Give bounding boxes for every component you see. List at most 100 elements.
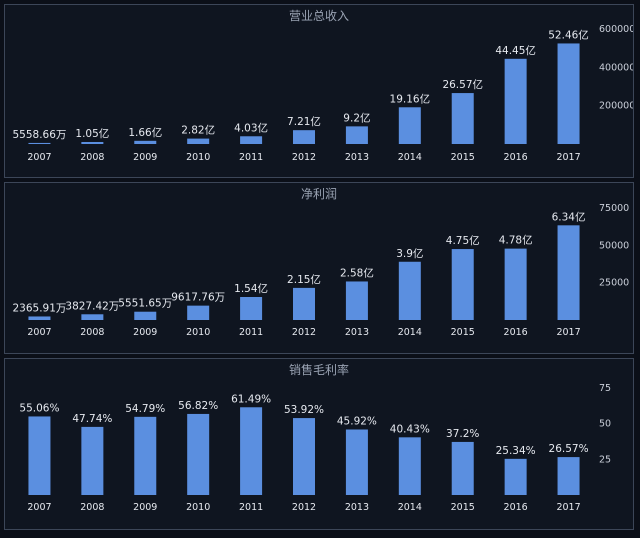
net-profit-bar-2013 [345,281,368,320]
net-profit-bar-2010 [187,305,210,320]
net-profit-x-tick-2015: 2015 [451,327,475,338]
revenue-bar-2009 [134,140,157,144]
revenue-value-label-2008: 1.05亿 [75,127,109,140]
revenue-bar-2012 [293,130,315,144]
net-profit-x-tick-2011: 2011 [239,327,263,338]
net-profit-bar-2008 [81,314,104,320]
net-profit-bar-2009 [134,311,157,320]
revenue-chart: 营业总收入 5558.66万 2007 1.05亿 2008 1.66亿 2009 2.82亿… [12,9,633,163]
gross-margin-value-label-2007: 55.06% [19,402,59,414]
gross-margin-x-tick-2013: 2013 [345,502,369,513]
revenue-panel: 营业总收入 5558.66万 2007 1.05亿 2008 1.66亿 2009 2.82亿… [4,4,634,178]
gross-margin-bar-2016 [504,458,527,495]
revenue-x-tick-2014: 2014 [398,152,422,163]
net-profit-x-tick-2009: 2009 [133,327,157,338]
revenue-bar-2014 [398,107,421,144]
revenue-x-tick-2016: 2016 [504,152,528,163]
gross-margin-value-label-2009: 54.79% [125,403,165,415]
gross-margin-x-tick-2009: 2009 [133,502,157,513]
net-profit-x-tick-2017: 2017 [556,327,580,338]
revenue-x-tick-2012: 2012 [292,152,316,163]
revenue-value-label-2017: 52.46亿 [548,28,589,41]
gross-margin-value-label-2012: 53.92% [284,404,324,416]
revenue-bar-2015 [451,93,474,144]
gross-margin-y-tick-25: 25 [599,454,611,465]
net-profit-value-label-2009: 5551.65万 [118,298,172,310]
revenue-value-label-2011: 4.03亿 [234,121,268,134]
revenue-bar-2008 [81,141,104,144]
revenue-value-label-2012: 7.21亿 [287,115,321,128]
gross-margin-value-label-2014: 40.43% [390,423,430,435]
net-profit-bar-2012 [293,287,315,320]
gross-margin-bar-2012 [293,418,315,495]
gross-margin-bar-2015 [451,441,474,495]
revenue-x-tick-2009: 2009 [133,152,157,163]
gross-margin-x-tick-2015: 2015 [451,502,475,513]
revenue-x-tick-2010: 2010 [186,152,210,163]
net-profit-x-tick-2007: 2007 [27,327,51,338]
gross-margin-panel: 销售毛利率 55.06% 2007 47.74% 2008 54.79% 2009 56.82… [4,358,634,530]
gross-margin-value-label-2013: 45.92% [337,415,377,427]
net-profit-value-label-2011: 1.54亿 [234,282,268,295]
gross-margin-bar-2013 [345,429,368,495]
net-profit-x-tick-2014: 2014 [398,327,422,338]
gross-margin-bar-2008 [81,426,104,495]
net-profit-bar-2016 [504,248,527,320]
net-profit-x-tick-2016: 2016 [504,327,528,338]
revenue-y-tick-600000: 600000 [599,24,633,35]
revenue-x-tick-2011: 2011 [239,152,263,163]
net-profit-value-label-2010: 9617.76万 [171,292,225,304]
revenue-value-label-2009: 1.66亿 [128,126,162,139]
revenue-x-tick-2007: 2007 [27,152,51,163]
gross-margin-x-tick-2007: 2007 [27,502,51,513]
net-profit-x-tick-2013: 2013 [345,327,369,338]
gross-margin-x-tick-2012: 2012 [292,502,316,513]
gross-margin-value-label-2017: 26.57% [549,443,589,455]
gross-margin-y-tick-50: 50 [599,419,611,430]
revenue-bar-2016 [504,58,527,144]
gross-margin-bar-2017 [557,457,580,495]
revenue-value-label-2014: 19.16亿 [390,92,431,105]
gross-margin-x-tick-2011: 2011 [239,502,263,513]
net-profit-chart: 净利润 2365.91万 2007 3827.42万 2008 5551.65万 2009 9… [12,187,629,338]
net-profit-bar-2017 [557,225,580,320]
gross-margin-value-label-2015: 37.2% [446,428,479,440]
gross-margin-x-tick-2010: 2010 [186,502,210,513]
net-profit-bar-2015 [451,249,474,320]
net-profit-y-tick-50000: 50000 [599,240,629,251]
net-profit-value-label-2013: 2.58亿 [340,266,374,279]
revenue-bar-2007 [28,142,51,144]
revenue-bar-2017 [557,43,580,144]
net-profit-value-label-2008: 3827.42万 [65,300,119,312]
net-profit-title: 净利润 [301,187,337,201]
gross-margin-title: 销售毛利率 [289,362,349,377]
gross-margin-y-tick-75: 75 [599,383,611,394]
revenue-title: 营业总收入 [289,9,349,23]
net-profit-x-tick-2012: 2012 [292,327,316,338]
revenue-bar-2013 [345,126,368,144]
net-profit-value-label-2014: 3.9亿 [396,247,423,260]
gross-margin-value-label-2011: 61.49% [231,393,271,405]
revenue-x-tick-2008: 2008 [80,152,104,163]
revenue-x-tick-2015: 2015 [451,152,475,163]
net-profit-bar-2011 [240,297,263,320]
gross-margin-x-tick-2008: 2008 [80,502,104,513]
net-profit-x-tick-2008: 2008 [80,327,104,338]
revenue-value-label-2016: 44.45亿 [495,44,536,57]
revenue-x-tick-2013: 2013 [345,152,369,163]
gross-margin-bar-2011 [240,407,263,495]
net-profit-bar-2014 [398,261,421,320]
gross-margin-x-tick-2017: 2017 [556,502,580,513]
net-profit-value-label-2016: 4.78亿 [499,234,533,247]
gross-margin-bar-2007 [28,416,51,495]
net-profit-value-label-2012: 2.15亿 [287,273,321,286]
revenue-value-label-2010: 2.82亿 [181,124,215,137]
net-profit-value-label-2015: 4.75亿 [446,234,480,247]
revenue-y-tick-400000: 400000 [599,62,633,73]
net-profit-bar-2007 [28,316,51,320]
revenue-value-label-2007: 5558.66万 [12,129,66,141]
gross-margin-bar-2010 [187,413,210,495]
net-profit-y-tick-75000: 75000 [599,203,629,214]
net-profit-y-tick-25000: 25000 [599,278,629,289]
